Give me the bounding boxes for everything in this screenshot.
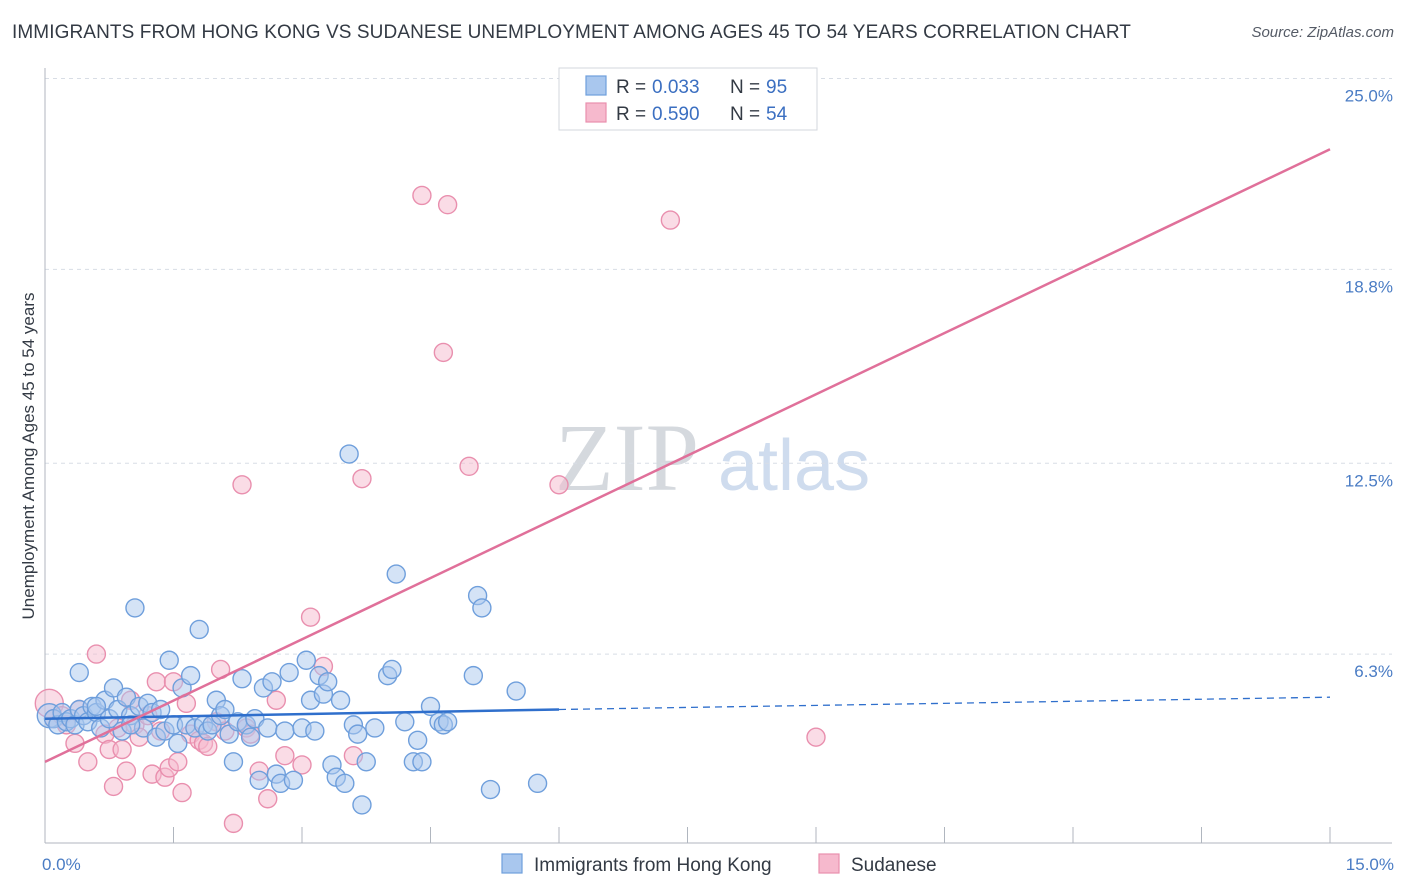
hong-kong-point-90 — [506, 681, 526, 701]
hong-kong-point-56 — [279, 662, 299, 683]
grid-lines — [45, 78, 1392, 655]
legend-swatch-blue — [585, 75, 607, 96]
hong-kong-point-80 — [407, 730, 428, 750]
legend-n-label-1: N = — [730, 77, 760, 98]
y-tick-labels: 6.3% 12.5% 18.8% 25.0% — [1345, 87, 1393, 682]
hong-kong-point-59 — [296, 650, 316, 670]
source-credit: Source: ZipAtlas.com — [1251, 24, 1394, 41]
series-legend: Immigrants from Hong Kong Sudanese — [501, 853, 937, 876]
series-swatch-sudanese — [818, 853, 840, 874]
sudanese-point-24 — [168, 752, 188, 772]
legend-r-value-2: 0.590 — [652, 104, 700, 125]
legend-r-label-2: R = — [616, 104, 646, 125]
hong-kong-point-76 — [382, 659, 402, 680]
correlation-legend: R = 0.033 N = 95 R = 0.590 N = 54 — [558, 67, 818, 131]
legend-r-value-1: 0.033 — [652, 77, 700, 98]
hong-kong-point-73 — [356, 752, 376, 772]
series-label-sudanese: Sudanese — [851, 855, 937, 876]
y-tick-label-1: 12.5% — [1345, 471, 1393, 490]
sudanese-point-43 — [300, 607, 321, 627]
chart-title: IMMIGRANTS FROM HONG KONG VS SUDANESE UN… — [12, 22, 1132, 43]
hong-kong-point-85 — [437, 712, 458, 732]
hong-kong-point-64 — [318, 672, 338, 692]
hong-kong-point-78 — [395, 712, 415, 732]
sudanese-point-51 — [549, 475, 569, 495]
hong-kong-point-43 — [223, 752, 244, 772]
hong-kong-point-41 — [215, 699, 235, 720]
sudanese-point-25 — [172, 782, 192, 803]
sudanese-point-7 — [86, 644, 107, 664]
y-tick-label-3: 25.0% — [1345, 87, 1393, 106]
hong-kong-point-45 — [232, 669, 252, 689]
hong-kong-point-93 — [86, 696, 107, 717]
legend-n-value-2: 54 — [766, 104, 788, 125]
hong-kong-point-69 — [339, 444, 359, 464]
watermark-atlas: atlas — [718, 426, 870, 506]
hong-kong-point-92 — [69, 662, 89, 683]
sudanese-point-42 — [292, 755, 312, 775]
sudanese-point-53 — [806, 727, 826, 747]
hong-kong-point-72 — [352, 795, 372, 815]
hong-kong-point-47 — [240, 727, 261, 747]
sudanese-point-10 — [103, 776, 124, 797]
y-tick-label-0: 6.3% — [1354, 662, 1393, 681]
sudanese-point-46 — [352, 468, 372, 489]
trend-lines — [44, 148, 1331, 763]
hong-kong-point-74 — [365, 718, 385, 738]
x-tick-max: 15.0% — [1346, 855, 1394, 874]
hong-kong-point-35 — [189, 619, 209, 640]
hong-kong-point-57 — [283, 770, 304, 790]
sudanese-point-41 — [275, 745, 295, 766]
sudanese-point-34 — [223, 813, 244, 834]
legend-n-label-2: N = — [730, 104, 760, 125]
legend-swatch-pink — [585, 102, 607, 123]
sudanese-point-35 — [232, 475, 252, 495]
sudanese-point-47 — [412, 185, 432, 206]
series-swatch-hong-kong — [501, 853, 523, 874]
hong-kong-trend-solid — [44, 708, 560, 720]
x-tick-min: 0.0% — [42, 855, 81, 874]
hong-kong-point-20 — [125, 598, 145, 618]
hong-kong-point-49 — [249, 770, 269, 790]
sudanese-point-52 — [660, 210, 681, 230]
hong-kong-point-51 — [258, 718, 278, 738]
hong-kong-point-71 — [347, 724, 368, 744]
hong-kong-point-55 — [275, 721, 295, 741]
hong-kong-point-86 — [463, 665, 484, 686]
hong-kong-point-77 — [386, 564, 406, 584]
sudanese-point-6 — [78, 752, 98, 772]
hong-kong-point-91 — [527, 773, 548, 794]
hong-kong-point-33 — [180, 665, 201, 686]
sudanese-point-13 — [116, 761, 137, 781]
sudanese-point-12 — [112, 739, 132, 760]
watermark-zip: ZIP — [555, 404, 699, 511]
hong-kong-point-81 — [412, 752, 432, 772]
hong-kong-point-88 — [472, 598, 492, 618]
legend-n-value-1: 95 — [766, 77, 787, 98]
sudanese-point-39 — [258, 789, 278, 809]
hong-kong-point-89 — [480, 779, 501, 800]
sudanese-point-49 — [437, 194, 458, 215]
sudanese-trend-line — [44, 148, 1331, 763]
sudanese-point-48 — [433, 342, 454, 363]
hong-kong-trend-dashed — [558, 696, 1331, 711]
hong-kong-point-52 — [262, 672, 282, 692]
y-tick-label-2: 18.8% — [1345, 277, 1393, 296]
sudanese-point-50 — [459, 456, 479, 477]
sudanese-point-40 — [266, 690, 286, 710]
hong-kong-point-68 — [335, 773, 355, 794]
series-label-hong-kong: Immigrants from Hong Kong — [534, 855, 772, 876]
sudanese-point-19 — [146, 672, 167, 692]
hong-kong-point-61 — [305, 721, 325, 741]
hong-kong-point-67 — [330, 690, 351, 710]
y-axis-label: Unemployment Among Ages 45 to 54 years — [19, 293, 38, 620]
hong-kong-point-30 — [168, 733, 188, 754]
hong-kong-point-28 — [159, 650, 179, 670]
legend-r-label-1: R = — [616, 77, 646, 98]
